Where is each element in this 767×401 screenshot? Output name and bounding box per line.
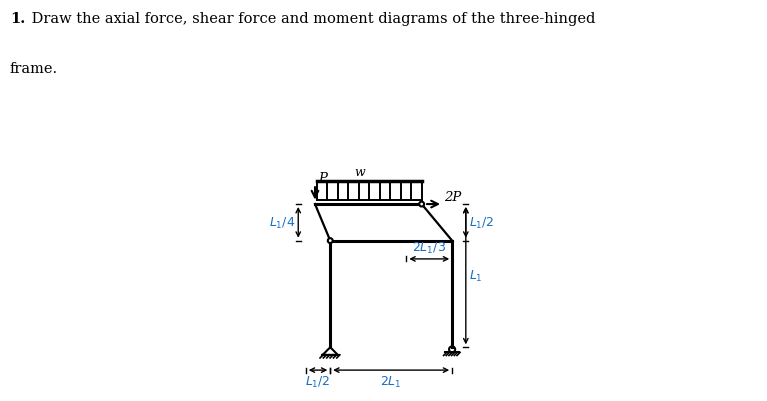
- Text: Draw the axial force, shear force and moment diagrams of the three-hinged: Draw the axial force, shear force and mo…: [27, 12, 595, 26]
- Circle shape: [420, 202, 424, 207]
- Text: 1.: 1.: [10, 12, 25, 26]
- Text: P: P: [318, 171, 327, 184]
- Text: $2L_1/3$: $2L_1/3$: [413, 241, 446, 255]
- Text: $L_1/2$: $L_1/2$: [305, 374, 331, 389]
- Circle shape: [328, 239, 333, 243]
- Text: w: w: [354, 166, 364, 179]
- Circle shape: [449, 346, 455, 352]
- Text: frame.: frame.: [10, 62, 58, 76]
- Text: $2L_1$: $2L_1$: [380, 374, 402, 389]
- Text: $L_1/2$: $L_1/2$: [469, 215, 494, 230]
- Text: $L_1$: $L_1$: [469, 268, 482, 284]
- Text: $L_1/4$: $L_1/4$: [269, 215, 295, 230]
- Text: 2P: 2P: [445, 190, 462, 203]
